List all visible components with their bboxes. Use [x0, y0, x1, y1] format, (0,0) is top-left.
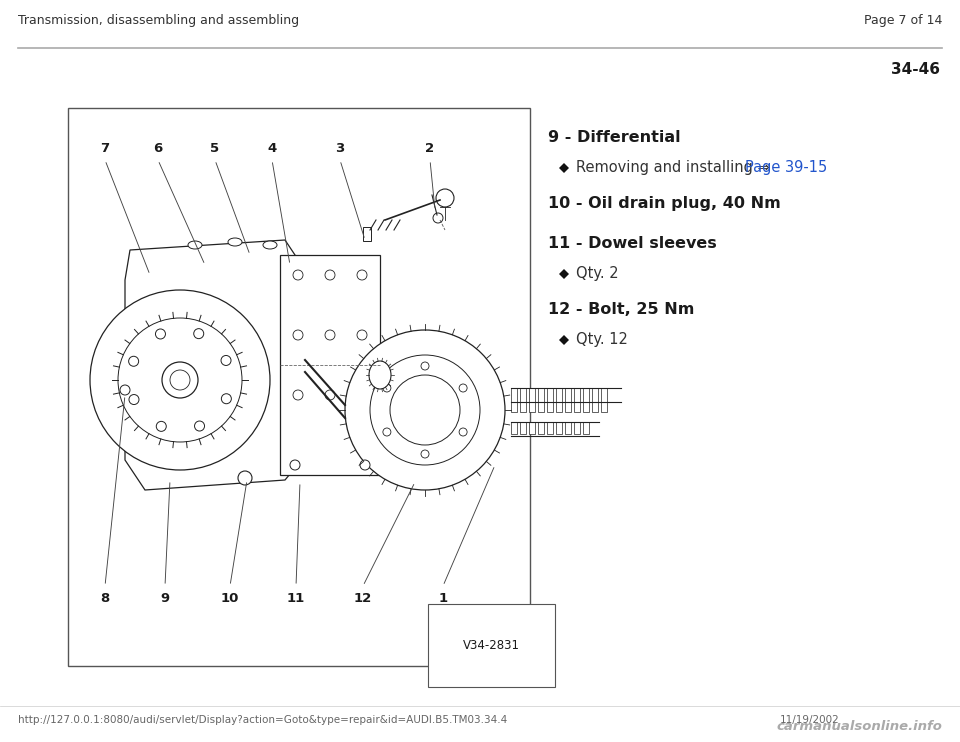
Text: Qty. 12: Qty. 12: [576, 332, 628, 347]
Circle shape: [390, 375, 460, 445]
Circle shape: [290, 460, 300, 470]
Circle shape: [433, 213, 443, 223]
Text: V34-2831: V34-2831: [463, 639, 520, 652]
Circle shape: [383, 428, 391, 436]
Bar: [547, 388, 553, 412]
Circle shape: [293, 270, 303, 280]
Text: Page 39-15: Page 39-15: [745, 160, 828, 175]
Polygon shape: [559, 335, 569, 345]
Circle shape: [90, 290, 270, 470]
Circle shape: [120, 385, 130, 395]
Polygon shape: [559, 269, 569, 279]
Bar: [583, 422, 589, 434]
Circle shape: [459, 428, 468, 436]
Circle shape: [293, 330, 303, 340]
Text: 1: 1: [439, 591, 447, 605]
Ellipse shape: [263, 241, 277, 249]
Circle shape: [170, 370, 190, 390]
Text: Page 7 of 14: Page 7 of 14: [864, 14, 942, 27]
Bar: [592, 388, 598, 412]
Bar: [583, 388, 589, 412]
Text: 4: 4: [268, 142, 276, 154]
Bar: [556, 422, 562, 434]
Circle shape: [357, 270, 367, 280]
Ellipse shape: [369, 361, 391, 389]
Bar: [363, 227, 371, 241]
Circle shape: [459, 384, 468, 392]
Text: carmanualsonline.info: carmanualsonline.info: [776, 720, 942, 732]
Text: Removing and installing ⇒: Removing and installing ⇒: [576, 160, 775, 175]
Text: 12 - Bolt, 25 Nm: 12 - Bolt, 25 Nm: [548, 302, 694, 317]
Text: 3: 3: [335, 142, 345, 154]
Circle shape: [195, 421, 204, 431]
Circle shape: [162, 362, 198, 398]
Bar: [556, 388, 562, 412]
Text: Transmission, disassembling and assembling: Transmission, disassembling and assembli…: [18, 14, 300, 27]
Circle shape: [357, 390, 367, 400]
Bar: [529, 388, 535, 412]
Circle shape: [129, 395, 139, 404]
Circle shape: [156, 421, 166, 431]
Circle shape: [383, 384, 391, 392]
Text: 8: 8: [101, 591, 109, 605]
Bar: [538, 388, 544, 412]
Circle shape: [436, 189, 454, 207]
Circle shape: [118, 318, 242, 442]
Text: 2: 2: [425, 142, 435, 154]
Bar: [574, 422, 580, 434]
Circle shape: [156, 329, 165, 339]
Circle shape: [222, 394, 231, 404]
Circle shape: [325, 390, 335, 400]
Circle shape: [360, 460, 370, 470]
Bar: [547, 422, 553, 434]
Circle shape: [129, 356, 138, 367]
Text: 7: 7: [101, 142, 109, 154]
Polygon shape: [125, 240, 310, 490]
Text: 6: 6: [154, 142, 162, 154]
Circle shape: [421, 450, 429, 458]
Text: 12: 12: [354, 591, 372, 605]
Text: 10: 10: [221, 591, 239, 605]
Bar: [520, 422, 526, 434]
Bar: [511, 422, 517, 434]
Text: 5: 5: [210, 142, 220, 154]
Circle shape: [238, 471, 252, 485]
Circle shape: [357, 330, 367, 340]
Bar: [511, 388, 517, 412]
Ellipse shape: [228, 238, 242, 246]
Text: Qty. 2: Qty. 2: [576, 266, 618, 281]
Circle shape: [421, 362, 429, 370]
Circle shape: [194, 329, 204, 338]
Circle shape: [370, 355, 480, 465]
Bar: [520, 388, 526, 412]
Text: 11 - Dowel sleeves: 11 - Dowel sleeves: [548, 236, 717, 251]
Circle shape: [293, 390, 303, 400]
Text: 11/19/2002: 11/19/2002: [780, 715, 840, 725]
Circle shape: [325, 330, 335, 340]
Circle shape: [345, 330, 505, 490]
Bar: [529, 422, 535, 434]
Bar: [565, 388, 571, 412]
Polygon shape: [559, 163, 569, 173]
Bar: [538, 422, 544, 434]
Text: http://127.0.0.1:8080/audi/servlet/Display?action=Goto&type=repair&id=AUDI.B5.TM: http://127.0.0.1:8080/audi/servlet/Displ…: [18, 715, 507, 725]
Text: 11: 11: [287, 591, 305, 605]
Ellipse shape: [188, 241, 202, 249]
Bar: [601, 388, 607, 412]
Bar: [68, 108, 530, 666]
Bar: [280, 255, 380, 475]
Text: 10 - Oil drain plug, 40 Nm: 10 - Oil drain plug, 40 Nm: [548, 196, 780, 211]
Bar: [574, 388, 580, 412]
Bar: [565, 422, 571, 434]
Circle shape: [221, 355, 231, 366]
Text: 9: 9: [160, 591, 170, 605]
Text: 34-46: 34-46: [891, 62, 940, 77]
Circle shape: [325, 270, 335, 280]
Text: 9 - Differential: 9 - Differential: [548, 130, 681, 145]
